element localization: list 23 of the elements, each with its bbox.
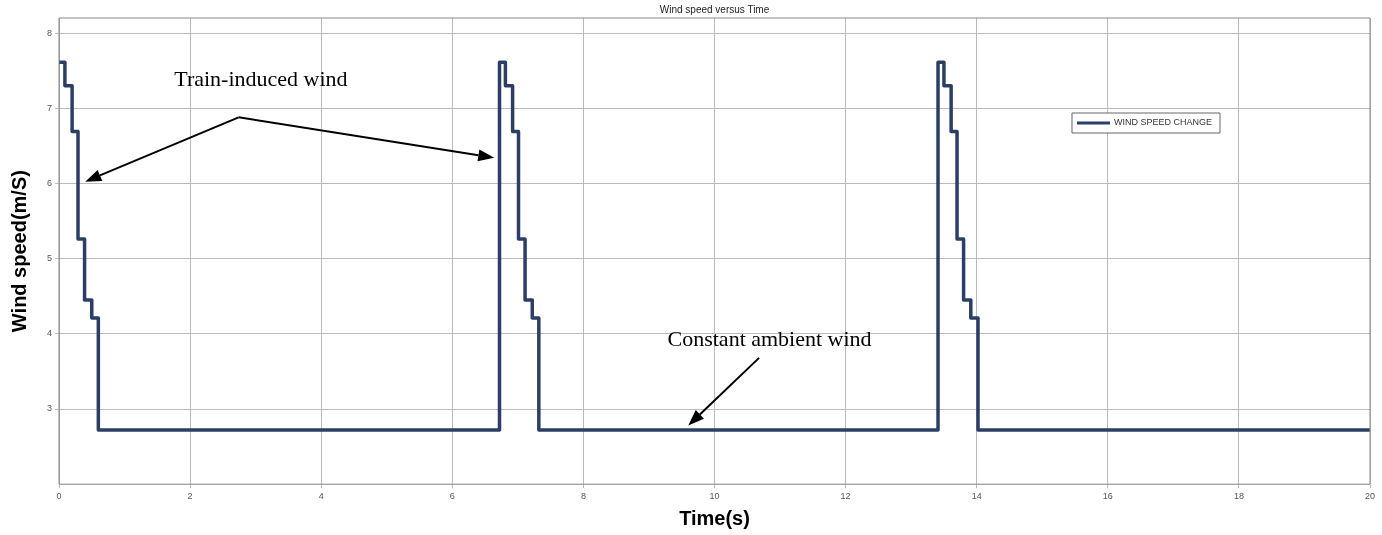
x-tick-label: 10 [709,491,720,502]
annotation: Train-induced wind [174,65,348,91]
x-tick-label: 2 [187,491,193,502]
x-tick-label: 14 [971,491,982,502]
legend-label: WIND SPEED CHANGE [1113,117,1212,128]
y-tick-label: 8 [46,27,53,38]
y-axis-title: Wind speed(m/S) [7,170,30,333]
x-tick-label: 4 [318,491,324,502]
y-tick-label: 3 [46,403,53,414]
y-tick-label: 7 [46,102,53,113]
x-tick-label: 8 [580,491,586,502]
annotation: Constant ambient wind [667,326,872,352]
x-tick-label: 6 [449,491,455,502]
y-tick-label: 6 [46,177,53,188]
x-tick-label: 0 [56,491,62,502]
x-tick-label: 12 [840,491,851,502]
x-tick-label: 18 [1233,491,1244,502]
x-tick-label: 16 [1102,491,1113,502]
y-tick-label: 5 [46,253,53,264]
y-tick-label: 4 [46,328,53,339]
x-tick-label: 20 [1364,491,1376,502]
x-axis-title: Time(s) [679,506,750,529]
chart-title: Wind speed versus Time [659,3,770,15]
